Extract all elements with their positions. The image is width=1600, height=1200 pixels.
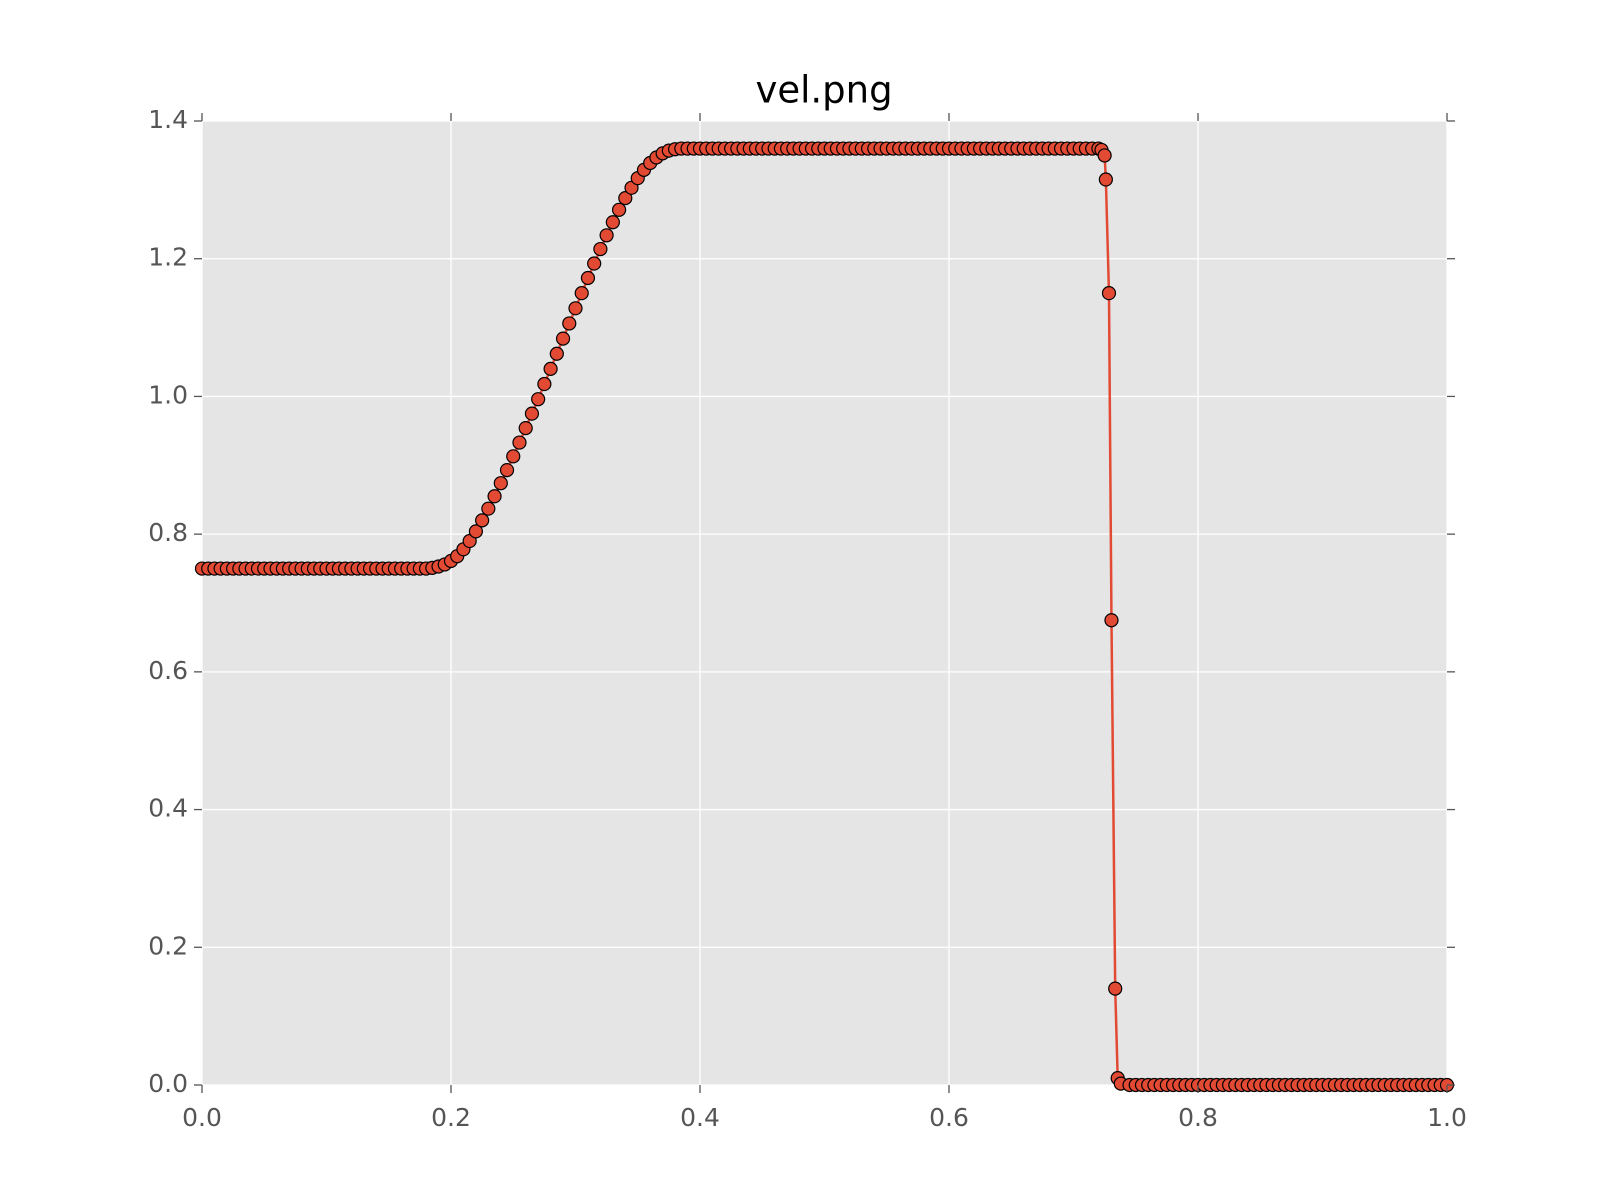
marker: [1101, 286, 1117, 301]
x-tick-label: 0.4: [680, 1103, 720, 1132]
y-tick-label: 0.6: [148, 656, 188, 685]
data-layer: [194, 141, 1455, 1093]
marker: [1097, 148, 1112, 163]
axes: 0.0 0.2 0.4 0.6 0.8 1.0 1.2 1.4 0.0 0.2 0.4 0.6 0.8 1…: [148, 105, 1467, 1132]
marker: [543, 361, 558, 376]
x-tick-label: 0.8: [1178, 1103, 1218, 1132]
marker: [518, 421, 533, 436]
marker: [487, 489, 502, 504]
x-tick-label: 1.0: [1427, 1103, 1467, 1132]
marker: [605, 215, 620, 230]
y-tick-label: 1.0: [148, 380, 188, 409]
plot-area: [202, 121, 1447, 1085]
y-tick-label: 0.8: [148, 518, 188, 547]
marker: [481, 501, 496, 516]
marker: [531, 392, 546, 407]
y-tick-label: 0.4: [148, 794, 188, 823]
marker: [1108, 981, 1123, 996]
marker: [587, 256, 602, 271]
marker: [1098, 172, 1113, 187]
marker: [611, 202, 627, 217]
marker: [506, 449, 521, 464]
marker: [1104, 613, 1119, 628]
x-tick-label: 0.2: [431, 1103, 471, 1132]
y-tick-label: 0.0: [148, 1069, 188, 1098]
marker: [599, 228, 614, 243]
marker: [555, 331, 571, 346]
marker: [574, 286, 589, 301]
chart-title: vel.png: [755, 69, 892, 112]
marker: [618, 191, 633, 206]
marker: [493, 476, 508, 491]
marker: [549, 346, 564, 361]
x-tick-label: 0.6: [929, 1103, 969, 1132]
marker: [475, 513, 490, 528]
marker: [524, 406, 540, 421]
marker: [593, 241, 608, 257]
marker: [562, 316, 577, 331]
y-tick-label: 1.4: [148, 105, 188, 134]
marker: [512, 435, 527, 450]
marker: [499, 463, 515, 478]
marker: [568, 301, 583, 316]
marker: [468, 524, 483, 539]
y-tick-label: 1.2: [148, 243, 188, 272]
x-tick-label: 0.0: [182, 1103, 222, 1132]
y-tick-label: 0.2: [148, 931, 188, 960]
marker: [580, 270, 596, 286]
grid: [201, 120, 1448, 1086]
marker: [537, 376, 552, 392]
